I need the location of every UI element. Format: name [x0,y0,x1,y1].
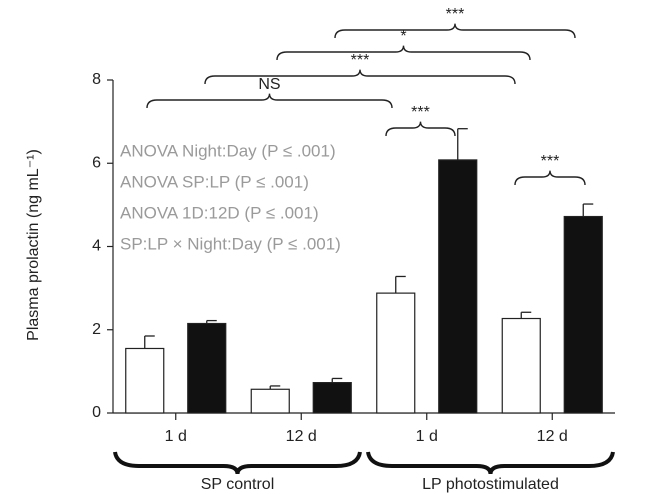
x-tick-label: 1 d [416,428,438,445]
significance-label: *** [351,52,370,69]
significance-bracket [276,45,531,61]
y-tick-label: 2 [92,321,101,338]
anova-annotation: SP:LP × Night:Day (P ≤ .001) [120,234,341,253]
anova-annotation: ANOVA SP:LP (P ≤ .001) [120,172,309,191]
anova-annotation: ANOVA Night:Day (P ≤ .001) [120,141,336,160]
significance-bracket [146,93,393,109]
anova-annotation: ANOVA 1D:12D (P ≤ .001) [120,203,319,222]
significance-label: *** [411,104,430,121]
significance-bracket [334,23,576,39]
bar [312,382,352,414]
bar [187,322,227,414]
x-tick-label: 1 d [165,428,187,445]
significance-label: *** [541,153,560,170]
group-label: SP control [201,476,275,493]
y-axis-label: Plasma prolactin (ng mL⁻¹) [25,149,42,341]
x-tick-label: 12 d [537,428,568,445]
significance-label: NS [258,76,280,93]
bar [563,215,603,414]
y-tick-label: 8 [92,71,101,88]
group-brace [366,451,615,475]
significance-bracket [204,69,516,85]
significance-label: * [400,28,406,45]
bar [250,388,290,414]
bar [125,347,165,414]
group-brace [113,451,362,475]
y-tick-label: 0 [92,404,101,421]
significance-bracket [514,170,586,186]
x-tick-label: 12 d [286,428,317,445]
group-label: LP photostimulated [422,476,559,493]
y-tick-label: 6 [92,154,101,171]
significance-bracket [385,121,456,137]
bar [376,292,416,414]
bar [438,159,478,414]
bar [501,317,541,414]
significance-label: *** [446,6,465,23]
y-tick-label: 4 [92,238,101,255]
